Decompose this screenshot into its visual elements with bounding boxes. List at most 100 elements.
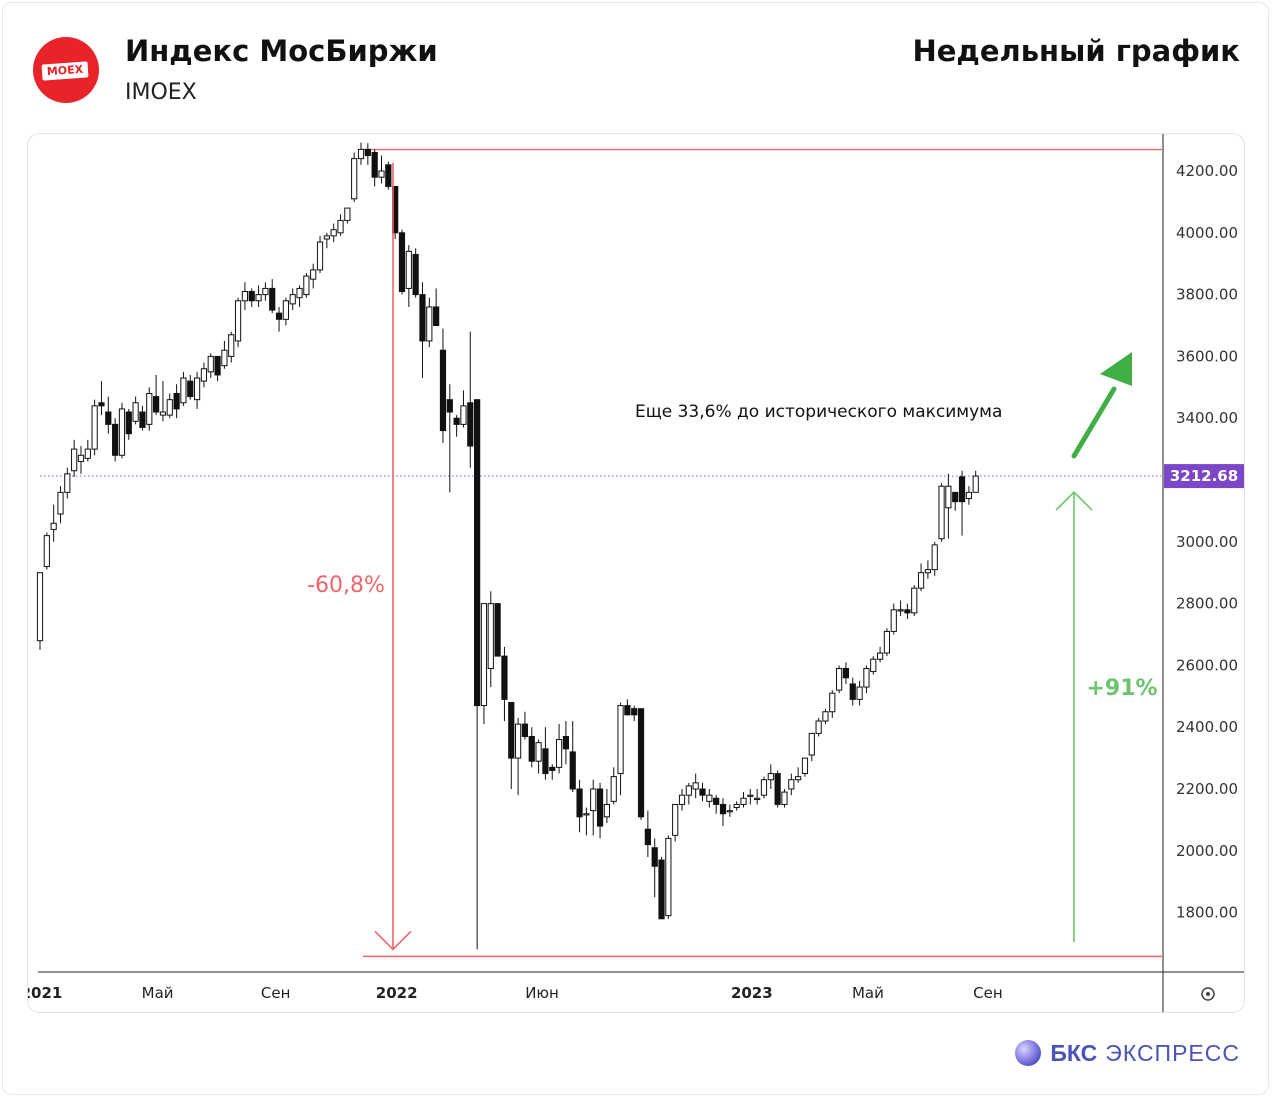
candle-body — [71, 448, 78, 472]
y-tick-label: 2000.00 — [1176, 842, 1238, 860]
candle-body — [624, 705, 631, 716]
y-tick-label: 1800.00 — [1176, 904, 1238, 922]
candle-body — [419, 294, 426, 342]
candle-body — [398, 232, 406, 293]
candle-body — [405, 250, 412, 289]
candle-body — [378, 170, 385, 178]
candle-body — [795, 776, 802, 781]
y-tick-label: 3400.00 — [1176, 409, 1238, 427]
candle-body — [57, 491, 64, 515]
x-tick-label: Сен — [973, 984, 1003, 1002]
candle-body — [98, 402, 105, 407]
candle-body — [269, 287, 276, 311]
candle-body — [433, 306, 440, 327]
footer-brand: БКС ЭКСПРЕСС — [1014, 1036, 1240, 1070]
candle-body — [303, 275, 310, 296]
candle-body — [153, 396, 160, 413]
candle-body — [351, 158, 358, 200]
candle-body — [856, 686, 863, 700]
page-title: Индекс МосБиржи — [125, 34, 438, 68]
x-tick-label: Июн — [525, 984, 559, 1002]
candle-body — [651, 847, 658, 867]
candle-body — [952, 491, 959, 503]
x-tick-label: 2021 — [28, 984, 62, 1002]
candle-body — [644, 828, 651, 846]
candle-body — [685, 785, 692, 796]
candle-body — [480, 603, 488, 707]
candle-body — [64, 473, 71, 493]
candle-body — [36, 572, 44, 642]
candle-body — [781, 791, 788, 805]
candle-body — [207, 355, 214, 373]
candle-body — [876, 652, 884, 660]
candle-body — [43, 535, 50, 568]
bks-logo-icon — [1015, 1040, 1042, 1066]
candle-body — [275, 312, 283, 320]
candle-body — [754, 797, 761, 800]
candle-body — [316, 241, 324, 271]
candle-body — [118, 408, 126, 456]
settings-gear-icon-center — [1206, 992, 1210, 996]
candle-body — [84, 448, 91, 459]
candle-body — [590, 788, 597, 812]
candle-body — [173, 392, 180, 410]
y-tick-label: 4200.00 — [1176, 162, 1238, 180]
candle-body — [125, 411, 132, 435]
y-tick-label: 2600.00 — [1176, 656, 1238, 674]
candle-body — [829, 692, 836, 713]
candle-body — [508, 701, 515, 759]
candle-body — [965, 491, 972, 500]
rise-arrow-head — [1055, 490, 1093, 511]
settings-gear-icon[interactable] — [1201, 987, 1215, 1001]
candle-body — [931, 544, 938, 571]
candle-body — [672, 803, 679, 836]
candle-body — [726, 810, 733, 813]
candle-body — [385, 164, 392, 187]
candle-body — [296, 287, 303, 299]
candle-body — [494, 603, 501, 657]
candle-body — [77, 454, 85, 462]
candle-body — [596, 788, 604, 827]
candle-body — [166, 399, 173, 416]
candle-body — [542, 748, 549, 775]
candle-body — [467, 402, 474, 447]
candle-body — [713, 797, 720, 805]
x-tick-label: Май — [852, 984, 884, 1002]
candle-body — [863, 667, 870, 688]
moex-logo: MOEX — [33, 37, 99, 103]
candle-body — [767, 773, 774, 781]
candle-body — [228, 334, 235, 357]
candle-body — [699, 788, 706, 796]
candle-body — [330, 229, 337, 237]
candle-body — [637, 708, 645, 818]
candle-body — [836, 667, 843, 691]
candle-body — [665, 837, 672, 917]
drop-percent-label: -60,8% — [307, 573, 385, 598]
candle-body — [972, 475, 979, 493]
candle-body — [801, 757, 809, 775]
candle-body — [924, 569, 931, 574]
candle-body — [255, 294, 262, 302]
candle-body — [344, 207, 351, 221]
candle-body — [569, 751, 576, 790]
y-tick-label: 2400.00 — [1176, 718, 1238, 736]
candle-body — [555, 739, 563, 768]
candle-body — [788, 779, 795, 790]
ticker-label: IMOEX — [125, 80, 197, 105]
x-tick-label: Сен — [261, 984, 291, 1002]
candlestick-chart: 4200.004000.003800.003600.003400.003200.… — [28, 134, 1244, 1012]
target-annotation-text: Еще 33,6% до исторического максимума — [635, 402, 1002, 422]
candle-body — [453, 417, 460, 425]
candle-body — [50, 522, 57, 530]
candle-body — [528, 735, 535, 762]
candle-body — [603, 803, 610, 818]
candle-body — [357, 148, 365, 160]
candle-body — [112, 423, 119, 456]
footer-brand-name: БКС — [1050, 1039, 1098, 1066]
candle-body — [535, 742, 542, 762]
candle-body — [917, 572, 925, 589]
candle-body — [501, 655, 508, 700]
candle-body — [474, 399, 481, 707]
candle-body — [521, 723, 529, 737]
